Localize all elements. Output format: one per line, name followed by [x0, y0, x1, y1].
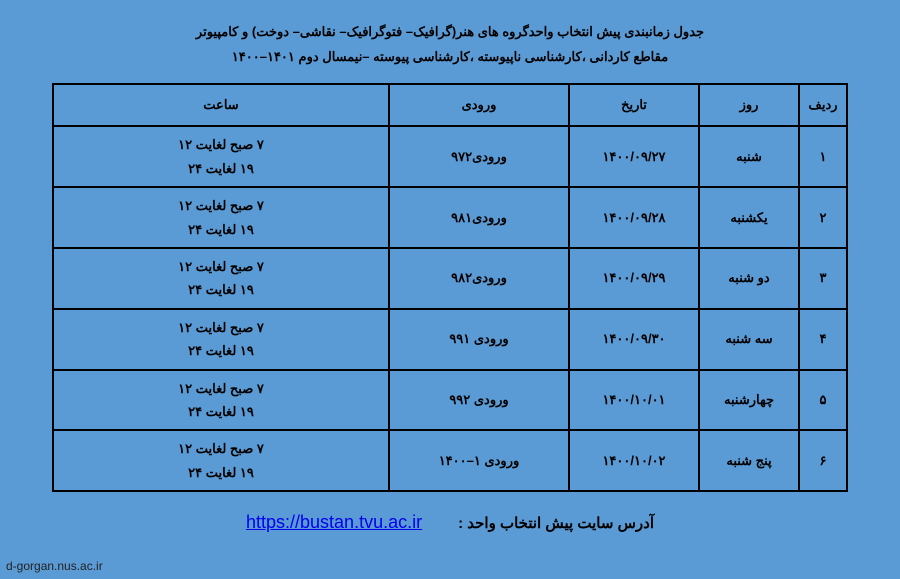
cell-day: پنج شنبه: [699, 430, 799, 491]
time-line-1: ۷ صبح لغایت ۱۲: [62, 377, 380, 400]
header-line-2: مقاطع کاردانی ،کارشناسی ناپیوسته ،کارشنا…: [40, 45, 860, 70]
header-line-1: جدول زمانبندی پیش انتخاب واحدگروه های هن…: [40, 20, 860, 45]
time-line-1: ۷ صبح لغایت ۱۲: [62, 133, 380, 156]
cell-entry: ورودی ۱–۱۴۰۰: [389, 430, 569, 491]
cell-row-number: ۱: [799, 126, 847, 187]
time-line-2: ۱۹ لغایت ۲۴: [62, 278, 380, 301]
table-row: ۵چهارشنبه۱۴۰۰/۱۰/۰۱ورودی ۹۹۲۷ صبح لغایت …: [53, 370, 847, 431]
cell-time: ۷ صبح لغایت ۱۲۱۹ لغایت ۲۴: [53, 126, 389, 187]
cell-date: ۱۴۰۰/۰۹/۲۹: [569, 248, 699, 309]
time-line-2: ۱۹ لغایت ۲۴: [62, 157, 380, 180]
time-line-2: ۱۹ لغایت ۲۴: [62, 339, 380, 362]
cell-day: دو شنبه: [699, 248, 799, 309]
col-header-time: ساعت: [53, 84, 389, 126]
cell-date: ۱۴۰۰/۰۹/۲۸: [569, 187, 699, 248]
table-body: ۱شنبه۱۴۰۰/۰۹/۲۷ورودی۹۷۲۷ صبح لغایت ۱۲۱۹ …: [53, 126, 847, 491]
time-line-1: ۷ صبح لغایت ۱۲: [62, 437, 380, 460]
cell-date: ۱۴۰۰/۱۰/۰۲: [569, 430, 699, 491]
table-row: ۱شنبه۱۴۰۰/۰۹/۲۷ورودی۹۷۲۷ صبح لغایت ۱۲۱۹ …: [53, 126, 847, 187]
time-line-1: ۷ صبح لغایت ۱۲: [62, 255, 380, 278]
cell-time: ۷ صبح لغایت ۱۲۱۹ لغایت ۲۴: [53, 370, 389, 431]
time-line-2: ۱۹ لغایت ۲۴: [62, 218, 380, 241]
cell-entry: ورودی۹۷۲: [389, 126, 569, 187]
cell-entry: ورودی ۹۹۱: [389, 309, 569, 370]
header: جدول زمانبندی پیش انتخاب واحدگروه های هن…: [0, 0, 900, 83]
cell-row-number: ۶: [799, 430, 847, 491]
cell-row-number: ۵: [799, 370, 847, 431]
cell-time: ۷ صبح لغایت ۱۲۱۹ لغایت ۲۴: [53, 248, 389, 309]
cell-entry: ورودی ۹۹۲: [389, 370, 569, 431]
cell-time: ۷ صبح لغایت ۱۲۱۹ لغایت ۲۴: [53, 187, 389, 248]
footer: آدرس سایت پیش انتخاب واحد : https://bust…: [0, 512, 900, 533]
col-header-date: تاریخ: [569, 84, 699, 126]
cell-entry: ورودی۹۸۲: [389, 248, 569, 309]
col-header-row: ردیف: [799, 84, 847, 126]
table-row: ۳دو شنبه۱۴۰۰/۰۹/۲۹ورودی۹۸۲۷ صبح لغایت ۱۲…: [53, 248, 847, 309]
site-link[interactable]: https://bustan.tvu.ac.ir: [246, 512, 422, 533]
cell-entry: ورودی۹۸۱: [389, 187, 569, 248]
watermark: d-gorgan.nus.ac.ir: [6, 559, 103, 573]
cell-time: ۷ صبح لغایت ۱۲۱۹ لغایت ۲۴: [53, 430, 389, 491]
time-line-1: ۷ صبح لغایت ۱۲: [62, 194, 380, 217]
time-line-2: ۱۹ لغایت ۲۴: [62, 461, 380, 484]
col-header-day: روز: [699, 84, 799, 126]
cell-day: شنبه: [699, 126, 799, 187]
cell-day: یکشنبه: [699, 187, 799, 248]
cell-day: چهارشنبه: [699, 370, 799, 431]
table-row: ۲یکشنبه۱۴۰۰/۰۹/۲۸ورودی۹۸۱۷ صبح لغایت ۱۲۱…: [53, 187, 847, 248]
time-line-2: ۱۹ لغایت ۲۴: [62, 400, 380, 423]
time-line-1: ۷ صبح لغایت ۱۲: [62, 316, 380, 339]
cell-date: ۱۴۰۰/۱۰/۰۱: [569, 370, 699, 431]
cell-day: سه شنبه: [699, 309, 799, 370]
cell-row-number: ۴: [799, 309, 847, 370]
cell-row-number: ۳: [799, 248, 847, 309]
table-header-row: ردیف روز تاریخ ورودی ساعت: [53, 84, 847, 126]
schedule-table-wrap: ردیف روز تاریخ ورودی ساعت ۱شنبه۱۴۰۰/۰۹/۲…: [0, 83, 900, 492]
table-row: ۴سه شنبه۱۴۰۰/۰۹/۳۰ورودی ۹۹۱۷ صبح لغایت ۱…: [53, 309, 847, 370]
cell-date: ۱۴۰۰/۰۹/۲۷: [569, 126, 699, 187]
cell-row-number: ۲: [799, 187, 847, 248]
schedule-table: ردیف روز تاریخ ورودی ساعت ۱شنبه۱۴۰۰/۰۹/۲…: [52, 83, 848, 492]
table-row: ۶پنج شنبه۱۴۰۰/۱۰/۰۲ورودی ۱–۱۴۰۰۷ صبح لغا…: [53, 430, 847, 491]
footer-label: آدرس سایت پیش انتخاب واحد :: [458, 514, 654, 532]
cell-time: ۷ صبح لغایت ۱۲۱۹ لغایت ۲۴: [53, 309, 389, 370]
col-header-entry: ورودی: [389, 84, 569, 126]
cell-date: ۱۴۰۰/۰۹/۳۰: [569, 309, 699, 370]
